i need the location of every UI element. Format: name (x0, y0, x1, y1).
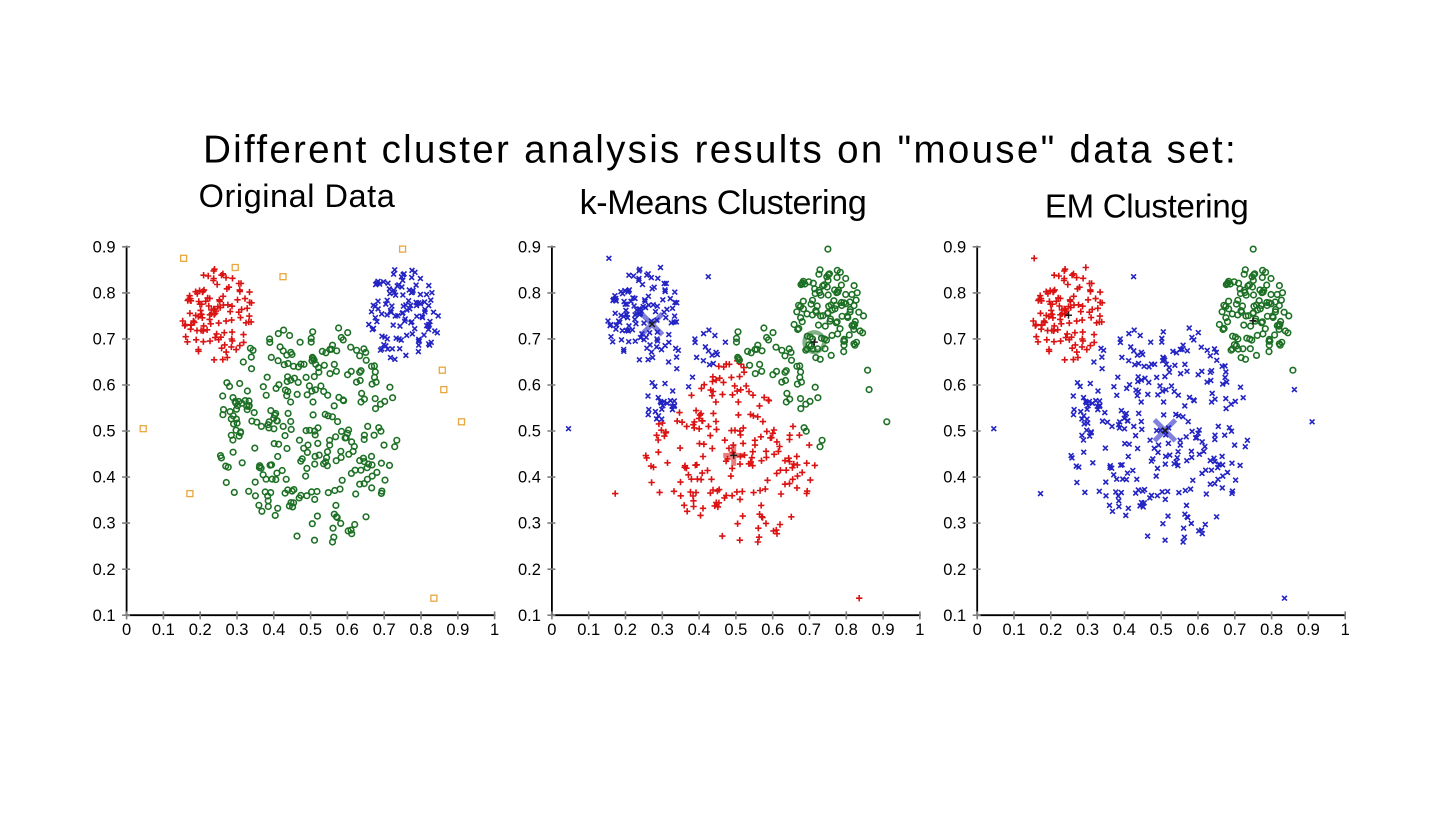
svg-text:0.9: 0.9 (518, 238, 541, 256)
svg-text:0.3: 0.3 (943, 515, 966, 533)
svg-text:0.6: 0.6 (93, 377, 116, 395)
svg-text:0: 0 (973, 621, 982, 639)
svg-text:0.8: 0.8 (1260, 621, 1283, 639)
svg-text:0: 0 (122, 621, 131, 639)
svg-text:0.5: 0.5 (724, 621, 747, 639)
svg-text:0.4: 0.4 (1113, 621, 1136, 639)
svg-text:0.5: 0.5 (93, 423, 116, 441)
svg-text:0.1: 0.1 (1003, 621, 1026, 639)
svg-text:0.9: 0.9 (1297, 621, 1320, 639)
svg-text:0.2: 0.2 (614, 621, 637, 639)
svg-text:0.5: 0.5 (943, 423, 966, 441)
svg-text:0.4: 0.4 (93, 469, 116, 487)
svg-text:0: 0 (547, 621, 556, 639)
svg-text:0.8: 0.8 (943, 285, 966, 303)
svg-text:0.7: 0.7 (943, 331, 966, 349)
svg-text:0.1: 0.1 (93, 607, 116, 625)
svg-text:0.6: 0.6 (518, 377, 541, 395)
svg-text:0.1: 0.1 (943, 607, 966, 625)
svg-text:0.3: 0.3 (518, 515, 541, 533)
svg-text:0.5: 0.5 (518, 423, 541, 441)
svg-text:0.7: 0.7 (93, 331, 116, 349)
svg-text:0.9: 0.9 (93, 238, 116, 256)
svg-text:1: 1 (1341, 621, 1350, 639)
svg-text:1: 1 (490, 621, 499, 639)
svg-text:k-Means Clustering: k-Means Clustering (580, 184, 867, 222)
svg-text:0.7: 0.7 (798, 621, 821, 639)
svg-text:0.8: 0.8 (835, 621, 858, 639)
svg-text:0.1: 0.1 (152, 621, 175, 639)
svg-text:0.3: 0.3 (1076, 621, 1099, 639)
svg-text:Original Data: Original Data (199, 178, 396, 214)
svg-text:0.2: 0.2 (93, 561, 116, 579)
svg-text:EM Clustering: EM Clustering (1045, 188, 1249, 225)
svg-text:0.8: 0.8 (518, 285, 541, 303)
svg-text:0.3: 0.3 (226, 621, 249, 639)
svg-text:0.2: 0.2 (518, 561, 541, 579)
svg-text:0.4: 0.4 (262, 621, 285, 639)
svg-text:0.4: 0.4 (518, 469, 541, 487)
svg-text:0.3: 0.3 (651, 621, 674, 639)
svg-text:0.2: 0.2 (189, 621, 212, 639)
svg-text:0.7: 0.7 (373, 621, 396, 639)
svg-text:0.5: 0.5 (299, 621, 322, 639)
svg-text:0.8: 0.8 (93, 285, 116, 303)
svg-text:0.9: 0.9 (446, 621, 469, 639)
svg-text:0.5: 0.5 (1150, 621, 1173, 639)
svg-text:Different cluster analysis res: Different cluster analysis results on "m… (203, 128, 1238, 171)
svg-text:0.8: 0.8 (410, 621, 433, 639)
svg-text:0.2: 0.2 (1039, 621, 1062, 639)
svg-text:0.9: 0.9 (872, 621, 895, 639)
svg-text:1: 1 (915, 621, 924, 639)
svg-text:0.6: 0.6 (943, 377, 966, 395)
svg-text:0.9: 0.9 (943, 238, 966, 256)
svg-text:0.7: 0.7 (518, 331, 541, 349)
svg-text:0.2: 0.2 (943, 561, 966, 579)
svg-text:0.1: 0.1 (518, 607, 541, 625)
svg-text:0.4: 0.4 (688, 621, 711, 639)
svg-text:0.1: 0.1 (577, 621, 600, 639)
svg-text:0.6: 0.6 (336, 621, 359, 639)
svg-text:0.7: 0.7 (1223, 621, 1246, 639)
svg-text:0.6: 0.6 (761, 621, 784, 639)
svg-text:0.3: 0.3 (93, 515, 116, 533)
svg-text:0.6: 0.6 (1187, 621, 1210, 639)
svg-text:0.4: 0.4 (943, 469, 966, 487)
